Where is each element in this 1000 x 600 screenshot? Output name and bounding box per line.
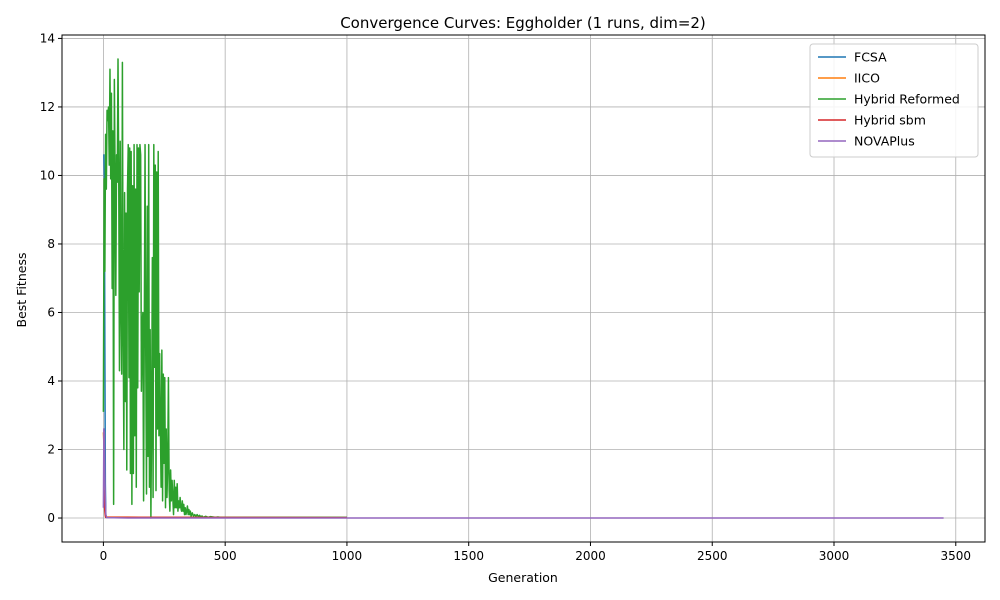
x-tick-label: 500	[214, 549, 237, 563]
y-tick-label: 6	[47, 305, 55, 319]
series-line-novaplus	[102, 428, 944, 519]
x-tick-label: 1000	[332, 549, 363, 563]
x-tick-label: 1500	[453, 549, 484, 563]
x-tick-label: 0	[100, 549, 108, 563]
legend-label-iico: IICO	[854, 71, 880, 86]
y-tick-label: 12	[40, 100, 55, 114]
legend-label-hybrid-reformed: Hybrid Reformed	[854, 92, 960, 107]
x-tick-label: 3000	[819, 549, 850, 563]
plot-area-frame	[61, 34, 986, 543]
y-tick-label: 0	[47, 511, 55, 525]
y-tick-label: 8	[47, 237, 55, 251]
legend: FCSA IICO Hybrid Reformed Hybrid sbm NOVAPlu…	[809, 43, 979, 158]
legend-label-fcsa: FCSA	[854, 50, 887, 65]
x-axis-label: Generation	[488, 570, 558, 585]
y-tick-label: 4	[47, 374, 55, 388]
x-tick-label: 3500	[941, 549, 972, 563]
x-tick-label: 2500	[697, 549, 728, 563]
y-tick-label: 2	[47, 443, 55, 457]
y-tick-label: 10	[40, 168, 55, 182]
x-tick-label: 2000	[575, 549, 606, 563]
y-axis-ticks: 0 2 4 6 8 10 12 14	[40, 31, 62, 525]
plot-lines	[102, 58, 944, 519]
series-line-hybrid-reformed	[102, 58, 347, 519]
x-axis-ticks: 0 500 1000 1500 2000 2500 3000 3500	[100, 542, 971, 563]
y-axis-label: Best Fitness	[14, 253, 29, 328]
legend-label-hybrid-sbm: Hybrid sbm	[854, 113, 926, 128]
legend-box	[809, 43, 979, 158]
y-tick-label: 14	[40, 31, 55, 45]
legend-label-novaplus: NOVAPlus	[854, 134, 915, 149]
chart-title: Convergence Curves: Eggholder (1 runs, d…	[340, 14, 706, 32]
